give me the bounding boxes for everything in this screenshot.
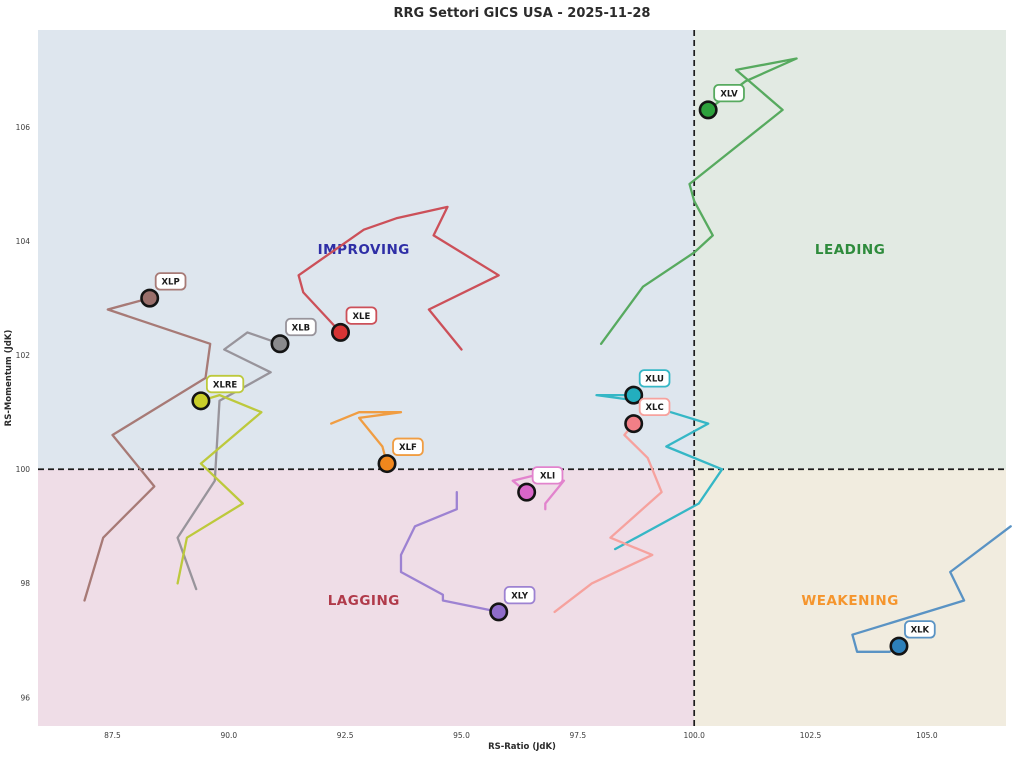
trail-XLE xyxy=(297,205,500,351)
trail-XLV xyxy=(599,57,798,345)
axes: 87.5 90.0 92.5 95.0 97.5 100.0 102.5 105.0 96 98 1… xyxy=(16,123,938,740)
series-label-box-XLE xyxy=(345,306,378,325)
x-tick-105.0: 105.0 xyxy=(916,731,938,740)
quadrant-improving-background xyxy=(38,30,695,470)
series-label-XLP: XLP xyxy=(154,272,187,291)
marker-XLC xyxy=(624,414,644,434)
marker-XLF xyxy=(377,454,397,474)
marker-XLU xyxy=(624,385,644,405)
marker-XLP xyxy=(140,288,160,308)
trail-XLRE xyxy=(176,393,263,585)
quadrant-leading-background xyxy=(694,30,1006,470)
quadrant-label-improving: IMPROVING xyxy=(318,242,410,258)
x-tick-102.5: 102.5 xyxy=(800,731,822,740)
marker-XLI xyxy=(517,482,537,502)
series-label-XLB: XLB xyxy=(285,317,317,337)
x-tick-100.0: 100.0 xyxy=(683,731,705,740)
series-label-XLY: XLY xyxy=(503,586,536,605)
y-tick-100: 100 xyxy=(16,465,31,474)
center-crosshair xyxy=(38,30,1006,726)
series-label-box-XLB xyxy=(285,317,317,337)
marker-XLY xyxy=(489,602,509,622)
series-label-box-XLF xyxy=(392,437,424,456)
series-label-box-XLP xyxy=(154,272,187,291)
series-label-text-XLRE: XLRE xyxy=(213,380,238,390)
series-label-box-XLV xyxy=(713,83,745,103)
marker-XLRE xyxy=(191,391,211,411)
series-ticker-labels: XLP XLB XLRE XLE XLF XLI XLY XLU XLC XLV XLK xyxy=(154,83,936,639)
series-label-XLI: XLI xyxy=(531,466,564,485)
y-axis-label: RS-Momentum (JdK) xyxy=(4,330,14,427)
marker-XLK xyxy=(889,636,909,656)
y-tick-96: 96 xyxy=(20,693,30,702)
quadrant-weakening-background xyxy=(694,469,1006,726)
x-tick-90.0: 90.0 xyxy=(220,731,237,740)
series-label-XLE: XLE xyxy=(345,306,378,325)
y-tick-106: 106 xyxy=(16,123,31,132)
series-label-text-XLP: XLP xyxy=(161,278,179,288)
series-label-XLK: XLK xyxy=(904,620,936,639)
series-label-box-XLU xyxy=(638,369,671,388)
x-tick-92.5: 92.5 xyxy=(337,731,354,740)
series-label-XLV: XLV xyxy=(713,83,745,103)
trail-XLB xyxy=(176,331,282,591)
series-label-box-XLI xyxy=(531,466,564,485)
marker-XLE xyxy=(330,322,350,342)
series-label-box-XLY xyxy=(503,586,536,605)
series-label-XLU: XLU xyxy=(638,369,671,388)
trail-XLF xyxy=(330,411,403,465)
series-label-text-XLU: XLU xyxy=(645,375,664,385)
trail-XLU xyxy=(595,393,724,551)
quadrant-backgrounds xyxy=(38,30,1006,726)
series-label-text-XLY: XLY xyxy=(511,591,529,601)
trail-XLC xyxy=(553,422,663,614)
quadrant-label-weakening: WEAKENING xyxy=(801,593,898,609)
trail-XLP xyxy=(83,296,212,602)
series-label-box-XLRE xyxy=(205,374,245,394)
x-tick-97.5: 97.5 xyxy=(569,731,586,740)
marker-XLB xyxy=(270,334,290,354)
series-label-box-XLK xyxy=(904,620,936,639)
x-tick-95.0: 95.0 xyxy=(453,731,470,740)
x-tick-87.5: 87.5 xyxy=(104,731,121,740)
series-label-text-XLC: XLC xyxy=(645,403,663,413)
series-label-box-XLC xyxy=(638,397,671,417)
series-markers xyxy=(140,100,909,656)
chart-title: RRG Settori GICS USA - 2025-11-28 xyxy=(394,6,651,21)
x-axis-label: RS-Ratio (JdK) xyxy=(488,742,556,752)
series-label-text-XLF: XLF xyxy=(399,443,417,453)
quadrant-label-leading: LEADING xyxy=(815,242,885,258)
quadrant-label-lagging: LAGGING xyxy=(328,593,400,609)
series-trails xyxy=(83,57,1012,653)
series-label-text-XLE: XLE xyxy=(353,312,371,322)
trail-XLK xyxy=(851,525,1012,653)
quadrant-lagging-background xyxy=(38,469,695,726)
marker-XLV xyxy=(698,100,718,120)
series-label-XLRE: XLRE xyxy=(205,374,245,394)
series-label-text-XLI: XLI xyxy=(540,472,555,482)
series-label-XLF: XLF xyxy=(392,437,424,456)
series-label-text-XLV: XLV xyxy=(720,89,738,99)
y-tick-104: 104 xyxy=(16,237,31,246)
trail-XLY xyxy=(399,490,500,614)
series-label-text-XLB: XLB xyxy=(292,323,310,333)
y-tick-98: 98 xyxy=(20,579,30,588)
y-tick-102: 102 xyxy=(16,351,31,360)
series-label-XLC: XLC xyxy=(638,397,671,417)
series-label-text-XLK: XLK xyxy=(911,626,930,636)
